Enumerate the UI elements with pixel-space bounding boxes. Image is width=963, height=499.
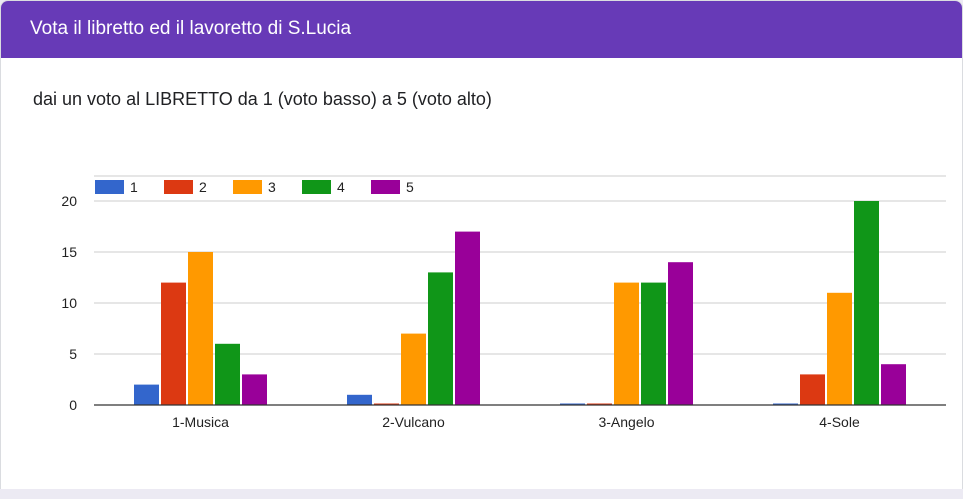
- y-tick-label: 5: [69, 346, 77, 362]
- legend-label: 2: [199, 179, 207, 195]
- bar: [215, 343, 240, 405]
- x-tick-label: 4-Sole: [819, 414, 860, 430]
- legend-swatch: [371, 180, 400, 194]
- legend-label: 4: [337, 179, 345, 195]
- question-title: dai un voto al LIBRETTO da 1 (voto basso…: [33, 89, 492, 109]
- bar: [827, 292, 852, 405]
- y-tick-label: 0: [69, 397, 77, 413]
- x-tick-label: 3-Angelo: [598, 414, 654, 430]
- bar: [560, 403, 585, 405]
- bar: [800, 374, 825, 405]
- bar: [641, 282, 666, 405]
- bar: [668, 262, 693, 405]
- x-tick-label: 1-Musica: [172, 414, 229, 430]
- bar: [614, 282, 639, 405]
- bar: [773, 403, 798, 405]
- y-tick-label: 10: [61, 295, 77, 311]
- bar: [428, 272, 453, 405]
- x-tick-label: 2-Vulcano: [382, 414, 445, 430]
- legend-label: 1: [130, 179, 138, 195]
- bar: [161, 282, 186, 405]
- legend-swatch: [164, 180, 193, 194]
- bar: [881, 364, 906, 405]
- form-header: Vota il libretto ed il lavoretto di S.Lu…: [1, 1, 962, 58]
- bar: [188, 252, 213, 405]
- y-tick-label: 20: [61, 193, 77, 209]
- bar: [242, 374, 267, 405]
- y-tick-label: 15: [61, 244, 77, 260]
- bar: [455, 231, 480, 405]
- legend-swatch: [302, 180, 331, 194]
- legend-label: 5: [406, 179, 414, 195]
- bar: [854, 201, 879, 405]
- bar: [587, 403, 612, 405]
- bar: [374, 403, 399, 405]
- legend-label: 3: [268, 179, 276, 195]
- bar: [347, 394, 372, 405]
- legend-swatch: [95, 180, 124, 194]
- form-title: Vota il libretto ed il lavoretto di S.Lu…: [30, 18, 352, 39]
- legend-swatch: [233, 180, 262, 194]
- page-background: [0, 489, 963, 499]
- bar: [134, 384, 159, 405]
- bar: [401, 333, 426, 405]
